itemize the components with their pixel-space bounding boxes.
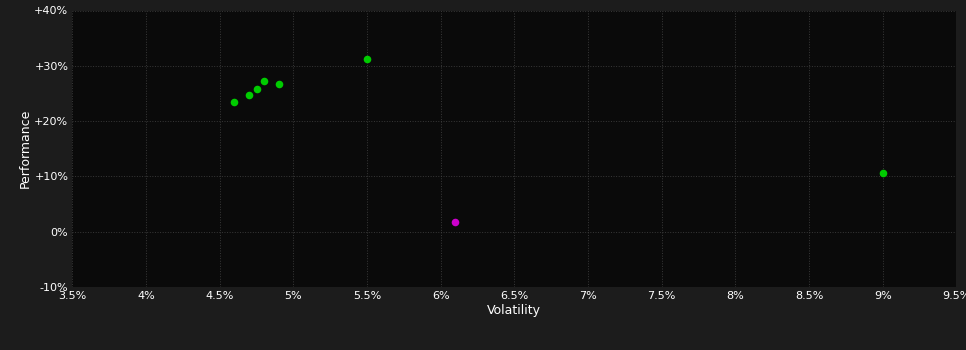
Point bbox=[359, 56, 375, 62]
Point bbox=[875, 170, 891, 175]
Point bbox=[447, 219, 463, 225]
Y-axis label: Performance: Performance bbox=[18, 109, 31, 188]
Point bbox=[270, 81, 286, 87]
X-axis label: Volatility: Volatility bbox=[488, 304, 541, 317]
Point bbox=[242, 92, 257, 97]
Point bbox=[249, 86, 265, 92]
Point bbox=[256, 78, 271, 84]
Point bbox=[227, 99, 242, 105]
